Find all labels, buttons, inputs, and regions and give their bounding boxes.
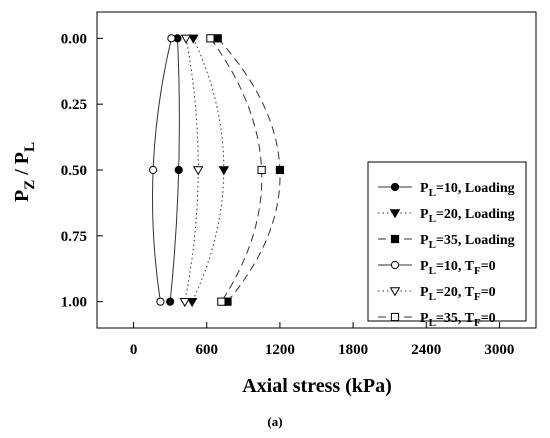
data-point bbox=[188, 34, 199, 44]
x-tick-label: 3000 bbox=[484, 342, 514, 358]
data-point bbox=[213, 34, 222, 43]
legend-entry: PL=10, TF=0 bbox=[378, 259, 496, 277]
series-line-6 bbox=[210, 38, 263, 302]
x-tick-label: 0 bbox=[130, 342, 138, 358]
legend-entry: PL=10, Loading bbox=[378, 181, 515, 199]
data-point bbox=[166, 297, 175, 306]
y-tick-label: 0.75 bbox=[61, 229, 87, 245]
x-axis-title: Axial stress (kPa) bbox=[242, 375, 392, 397]
data-point bbox=[179, 297, 191, 308]
legend-label: PL=35, Loading bbox=[420, 233, 515, 251]
x-tick-label: 1200 bbox=[265, 342, 295, 358]
legend-label: PL=35, TF=0 bbox=[420, 311, 496, 329]
axis-ticks: 0 600 1200 1800 2400 3000 0.00 0.25 0.50 0.75 1.00 bbox=[61, 31, 515, 358]
data-point bbox=[192, 166, 204, 176]
x-tick-label: 1800 bbox=[338, 342, 368, 358]
x-tick-label: 2400 bbox=[411, 342, 441, 358]
legend-marker bbox=[390, 312, 400, 322]
y-axis-title: PZ / PL bbox=[11, 142, 38, 202]
data-point bbox=[218, 166, 230, 176]
data-point bbox=[174, 165, 183, 175]
data-point bbox=[206, 34, 215, 43]
data-point bbox=[156, 297, 165, 306]
figure-caption: (a) bbox=[267, 414, 283, 429]
y-tick-label: 0.25 bbox=[61, 97, 87, 113]
data-point bbox=[148, 165, 158, 175]
legend: PL=10, Loading PL=20, Loading PL=35, Loadi… bbox=[367, 161, 527, 329]
series-line-3 bbox=[217, 37, 281, 302]
x-tick-label: 600 bbox=[196, 342, 219, 358]
data-point bbox=[257, 165, 266, 175]
legend-label: PL=20, Loading bbox=[420, 207, 515, 225]
y-tick-label: 0.50 bbox=[61, 163, 87, 179]
series-line-5 bbox=[184, 38, 199, 302]
legend-label: PL=20, TF=0 bbox=[420, 285, 496, 303]
y-tick-label: 0.00 bbox=[61, 31, 87, 47]
series-markers bbox=[148, 34, 285, 308]
chart: 0 600 1200 1800 2400 3000 0.00 0.25 0.50 0.75 1.00… bbox=[11, 11, 537, 397]
legend-marker bbox=[390, 234, 400, 244]
data-point bbox=[217, 297, 226, 306]
legend-entry: PL=35, TF=0 bbox=[378, 311, 496, 329]
data-point bbox=[167, 34, 176, 43]
legend-marker bbox=[389, 209, 401, 219]
data-point bbox=[275, 165, 285, 175]
legend-marker bbox=[389, 287, 401, 297]
legend-entry: PL=20, Loading bbox=[378, 207, 515, 225]
legend-marker bbox=[390, 182, 400, 192]
data-point bbox=[180, 34, 192, 44]
legend-entry: PL=20, TF=0 bbox=[378, 285, 496, 303]
legend-entry: PL=35, Loading bbox=[378, 233, 515, 251]
data-point bbox=[186, 297, 198, 308]
legend-label: PL=10, Loading bbox=[420, 181, 515, 199]
legend-marker bbox=[390, 260, 400, 270]
legend-label: PL=10, TF=0 bbox=[420, 259, 496, 277]
y-tick-label: 1.00 bbox=[61, 295, 87, 311]
